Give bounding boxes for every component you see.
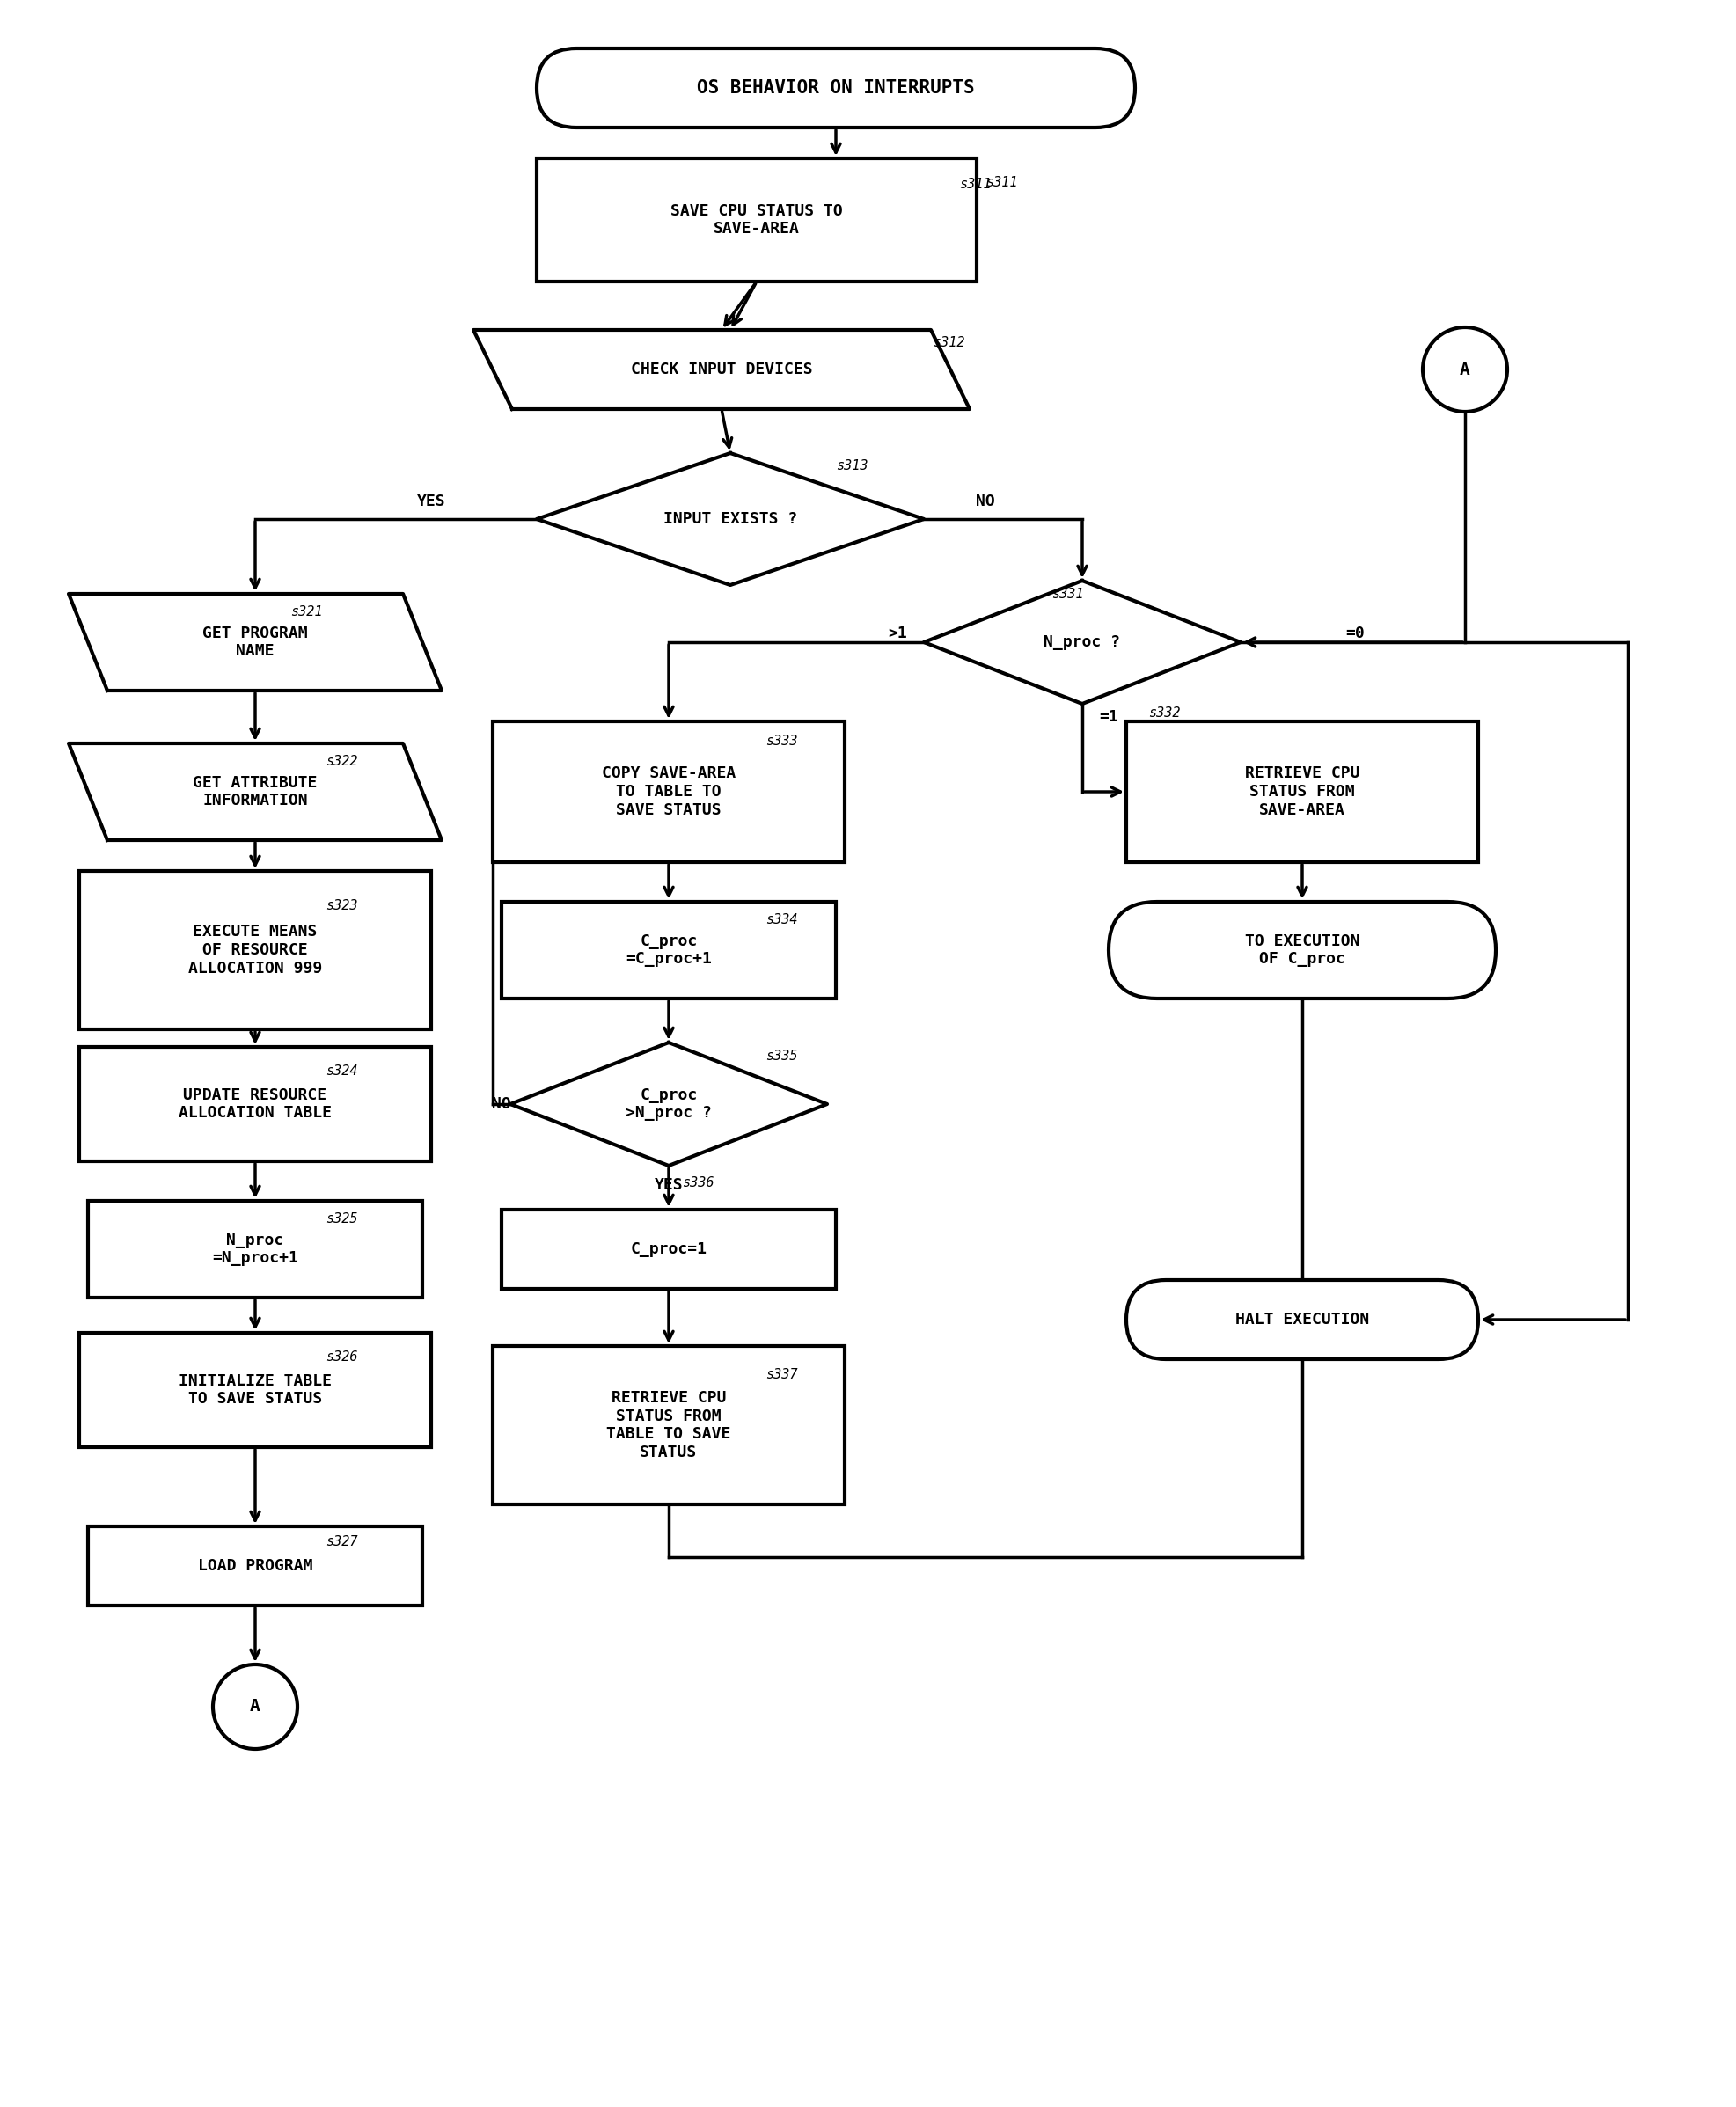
Text: s337: s337 (766, 1367, 797, 1382)
Text: RETRIEVE CPU
STATUS FROM
SAVE-AREA: RETRIEVE CPU STATUS FROM SAVE-AREA (1245, 765, 1359, 818)
Text: N_proc ?: N_proc ? (1043, 634, 1120, 651)
Text: s311: s311 (958, 177, 991, 192)
Bar (502, 1209, 835, 1289)
Polygon shape (69, 744, 441, 841)
Text: s335: s335 (766, 1049, 797, 1062)
Text: CHECK INPUT DEVICES: CHECK INPUT DEVICES (630, 362, 812, 377)
Bar (493, 721, 844, 862)
Text: NO: NO (976, 493, 995, 510)
Bar (80, 870, 431, 1030)
Text: YES: YES (417, 493, 444, 510)
Text: s312: s312 (932, 335, 963, 350)
Text: s322: s322 (325, 754, 358, 769)
Text: s332: s332 (1147, 706, 1180, 721)
Bar (80, 1047, 431, 1161)
Text: SAVE CPU STATUS TO
SAVE-AREA: SAVE CPU STATUS TO SAVE-AREA (670, 202, 842, 236)
Text: s321: s321 (290, 605, 323, 619)
FancyBboxPatch shape (1108, 902, 1495, 999)
Text: YES: YES (654, 1178, 682, 1193)
Text: s334: s334 (766, 912, 797, 927)
Text: EXECUTE MEANS
OF RESOURCE
ALLOCATION 999: EXECUTE MEANS OF RESOURCE ALLOCATION 999 (187, 923, 321, 976)
Text: >1: >1 (887, 626, 906, 641)
FancyBboxPatch shape (1125, 1281, 1477, 1359)
Bar (493, 1346, 844, 1504)
Text: s326: s326 (325, 1351, 358, 1363)
Text: OS BEHAVIOR ON INTERRUPTS: OS BEHAVIOR ON INTERRUPTS (696, 80, 974, 97)
Text: C_proc=1: C_proc=1 (630, 1241, 707, 1258)
Text: INPUT EXISTS ?: INPUT EXISTS ? (663, 512, 797, 527)
Bar (89, 1525, 422, 1606)
Text: s331: s331 (1050, 588, 1083, 600)
Text: s336: s336 (682, 1176, 713, 1190)
Text: s324: s324 (325, 1064, 358, 1077)
Polygon shape (924, 582, 1240, 704)
Bar (89, 1201, 422, 1298)
Text: =0: =0 (1345, 626, 1364, 641)
Text: GET PROGRAM
NAME: GET PROGRAM NAME (203, 626, 307, 659)
Text: s311: s311 (984, 177, 1017, 190)
Polygon shape (536, 453, 924, 586)
Circle shape (214, 1665, 297, 1749)
Polygon shape (69, 594, 441, 691)
Text: RETRIEVE CPU
STATUS FROM
TABLE TO SAVE
STATUS: RETRIEVE CPU STATUS FROM TABLE TO SAVE S… (606, 1391, 731, 1460)
Text: HALT EXECUTION: HALT EXECUTION (1234, 1313, 1368, 1327)
Text: N_proc
=N_proc+1: N_proc =N_proc+1 (212, 1233, 299, 1266)
Bar (536, 158, 976, 282)
Text: A: A (1458, 360, 1469, 377)
Text: INITIALIZE TABLE
TO SAVE STATUS: INITIALIZE TABLE TO SAVE STATUS (179, 1374, 332, 1407)
Text: s323: s323 (325, 900, 358, 912)
Text: s313: s313 (835, 459, 868, 472)
Text: A: A (250, 1698, 260, 1715)
Text: GET ATTRIBUTE
INFORMATION: GET ATTRIBUTE INFORMATION (193, 775, 318, 809)
Text: s333: s333 (766, 735, 797, 748)
Text: LOAD PROGRAM: LOAD PROGRAM (198, 1557, 312, 1574)
Text: C_proc
>N_proc ?: C_proc >N_proc ? (625, 1087, 712, 1121)
Text: NO: NO (491, 1096, 510, 1112)
Text: TO EXECUTION
OF C_proc: TO EXECUTION OF C_proc (1245, 933, 1359, 967)
Text: s327: s327 (325, 1536, 358, 1549)
Polygon shape (474, 331, 969, 409)
Text: s325: s325 (325, 1212, 358, 1226)
FancyBboxPatch shape (536, 48, 1134, 129)
Text: C_proc
=C_proc+1: C_proc =C_proc+1 (625, 933, 712, 967)
Text: UPDATE RESOURCE
ALLOCATION TABLE: UPDATE RESOURCE ALLOCATION TABLE (179, 1087, 332, 1121)
Polygon shape (510, 1043, 826, 1165)
Bar (1125, 721, 1477, 862)
Text: =1: =1 (1099, 710, 1118, 725)
Bar (502, 902, 835, 999)
Bar (80, 1334, 431, 1448)
Text: COPY SAVE-AREA
TO TABLE TO
SAVE STATUS: COPY SAVE-AREA TO TABLE TO SAVE STATUS (601, 765, 736, 818)
Circle shape (1422, 327, 1507, 411)
